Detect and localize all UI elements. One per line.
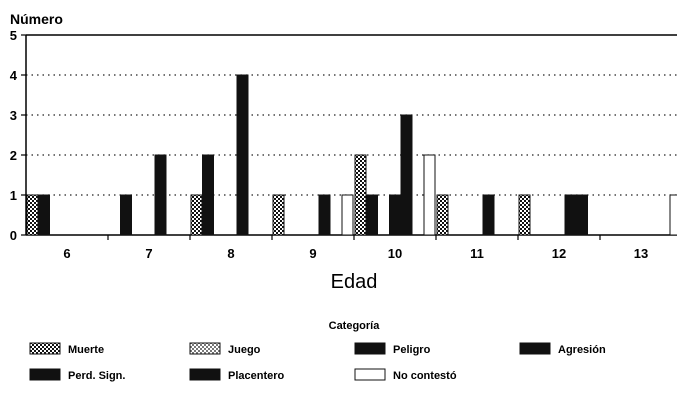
bar-muerte-8 <box>190 194 203 236</box>
y-tick-label: 4 <box>10 68 18 83</box>
legend-swatch <box>189 368 221 381</box>
x-tick-label: 10 <box>388 246 402 261</box>
bar-perd-sign--10 <box>366 194 378 236</box>
bar-muerte-9 <box>272 194 285 236</box>
x-tick-label: 9 <box>309 246 316 261</box>
bar-no-contest--10 <box>423 154 436 236</box>
legend-swatch <box>29 342 61 355</box>
bar-perd-sign--7 <box>120 194 132 236</box>
legend-item: Juego <box>189 342 261 356</box>
legend: Muerte Juego Peligro Agresión Perd. Sign. Pla… <box>29 342 606 382</box>
x-tick-label: 11 <box>470 246 484 261</box>
bar-placentero-10 <box>389 194 401 236</box>
bar-perd-sign--8 <box>202 154 214 236</box>
legend-title: Categoría <box>329 320 381 332</box>
y-tick-label: 2 <box>10 148 17 163</box>
legend-item: Peligro <box>354 342 431 356</box>
x-tick-label: 7 <box>145 246 152 261</box>
legend-swatch <box>519 342 551 355</box>
legend-swatch <box>354 342 386 355</box>
bar-peligro-12 <box>564 194 577 236</box>
legend-swatch <box>189 342 221 355</box>
x-axis-title: Edad <box>331 271 378 293</box>
x-tick-label: 8 <box>227 246 234 261</box>
y-axis-title: Número <box>10 11 63 27</box>
bar-muerte-6 <box>26 194 39 236</box>
legend-label: Agresión <box>558 344 606 356</box>
bar-agresi-n-12 <box>576 194 588 236</box>
y-tick-label: 5 <box>10 28 17 43</box>
legend-label: Juego <box>228 344 261 356</box>
bars <box>26 74 677 236</box>
x-tick-label: 13 <box>634 246 648 261</box>
bar-muerte-10 <box>354 154 367 236</box>
bar-no-contest--9 <box>341 194 354 236</box>
x-tick-label: 6 <box>63 246 70 261</box>
legend-label: Muerte <box>68 344 104 356</box>
bar-perd-sign--6 <box>38 194 50 236</box>
x-tick-label: 12 <box>552 246 566 261</box>
y-tick-label: 1 <box>10 188 17 203</box>
legend-label: Perd. Sign. <box>68 370 125 382</box>
legend-item: No contestó <box>354 368 457 382</box>
legend-swatch <box>29 368 61 381</box>
bar-no-contest--13 <box>669 194 677 236</box>
legend-label: No contestó <box>393 370 457 382</box>
legend-item: Placentero <box>189 368 285 382</box>
y-tick-label: 0 <box>10 228 17 243</box>
legend-label: Placentero <box>228 370 285 382</box>
legend-item: Muerte <box>29 342 104 356</box>
bar-peligro-8 <box>236 74 249 236</box>
legend-label: Peligro <box>393 344 431 356</box>
legend-item: Agresión <box>519 342 606 356</box>
legend-swatch <box>354 368 386 381</box>
bar-peligro-7 <box>154 154 167 236</box>
legend-item: Perd. Sign. <box>29 368 125 382</box>
y-tick-labels: 0 1 2 3 4 5 <box>10 28 18 243</box>
bar-peligro-10 <box>400 114 413 236</box>
bar-peligro-9 <box>318 194 331 236</box>
bar-muerte-12 <box>518 194 531 236</box>
y-tick-label: 3 <box>10 108 17 123</box>
bar-peligro-11 <box>482 194 495 236</box>
x-tick-labels: 6 7 8 9 10 11 12 13 <box>63 235 648 261</box>
bar-muerte-11 <box>436 194 449 236</box>
